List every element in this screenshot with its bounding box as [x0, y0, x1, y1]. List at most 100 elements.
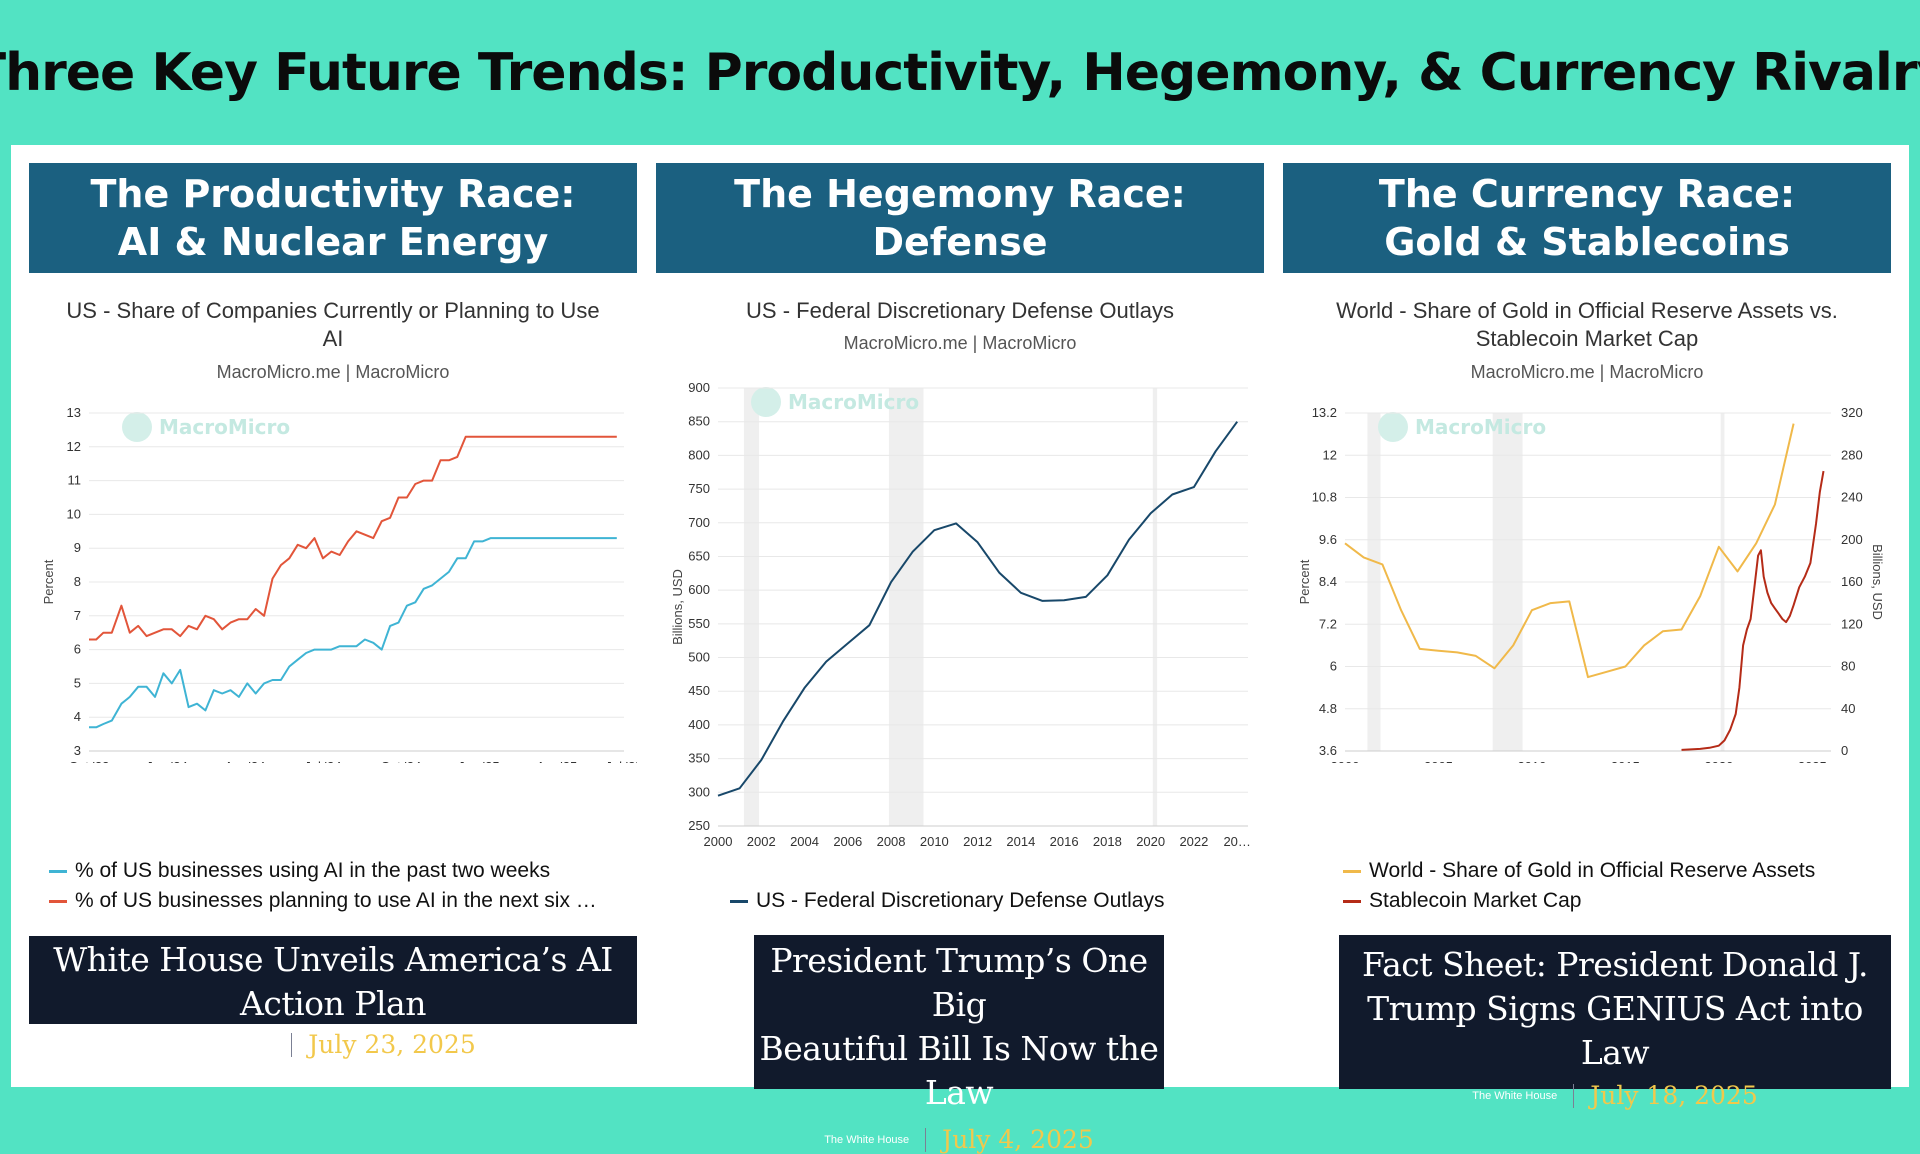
legend-label-using: % of US businesses using AI in the past …: [75, 859, 551, 882]
chart-title: US - Federal Discretionary Defense Outla…: [656, 297, 1264, 325]
y-tick-label: 450: [688, 683, 710, 698]
series-line-0: [1344, 423, 1795, 679]
y-tick-label: 6: [74, 642, 81, 657]
column-header-line1: The Currency Race:: [1378, 172, 1796, 216]
x-tick-label: Jul '25: [605, 759, 637, 763]
x-tick-label: 2020: [1704, 759, 1733, 763]
y-axis-label: Billions, USD: [670, 569, 685, 645]
watermark-text: MacroMicro: [1415, 415, 1546, 439]
banner: Three Key Future Trends: Productivity, H…: [0, 0, 1920, 145]
y-tick-label: 9: [74, 540, 81, 555]
page-title: Three Key Future Trends: Productivity, H…: [0, 42, 1920, 103]
x-tick-label: 2015: [1611, 759, 1640, 763]
x-tick-label: 2010: [920, 834, 949, 849]
news-headline: President Trump’s One Big Beautiful Bill…: [754, 935, 1164, 1115]
watermark-logo-icon: [122, 412, 152, 442]
x-tick-label: 2025: [1798, 759, 1827, 763]
y-tick-label: 500: [688, 650, 710, 665]
y-tick-label: 250: [688, 818, 710, 833]
x-tick-label: 2012: [963, 834, 992, 849]
x-tick-label: 2010: [1517, 759, 1546, 763]
series-line-0: [717, 421, 1239, 797]
x-tick-label: 2004: [790, 834, 819, 849]
y-tick-label: 900: [688, 380, 710, 395]
y-tick-label: 6: [1330, 659, 1337, 674]
column-header-line1: The Hegemony Race: Defense: [734, 172, 1186, 264]
legend-item: US - Federal Discretionary Defense Outla…: [730, 886, 1165, 916]
y-right-axis-label: Billions, USD: [1870, 544, 1885, 620]
x-tick-label: 2000: [1331, 759, 1360, 763]
y-tick-label: 650: [688, 548, 710, 563]
recession-band: [1152, 388, 1158, 826]
y-right-tick-label: 280: [1841, 447, 1863, 462]
news-headline: White House Unveils America’s AI Action …: [29, 936, 637, 1026]
chart-legend: % of US businesses using AI in the past …: [49, 856, 597, 916]
y-tick-label: 600: [688, 582, 710, 597]
series-line-0: [89, 537, 617, 729]
y-tick-label: 5: [74, 675, 81, 690]
news-headline-line1: President Trump’s One Big: [770, 941, 1148, 1024]
y-tick-label: 11: [68, 473, 82, 488]
x-tick-label: Apr '24: [225, 759, 266, 763]
x-tick-label: 2020: [1136, 834, 1165, 849]
column-header-line2: Gold & Stablecoins: [1384, 220, 1790, 264]
legend-item: % of US businesses using AI in the past …: [49, 856, 597, 886]
legend-label-stablecoin: Stablecoin Market Cap: [1369, 889, 1582, 912]
watermark-text: MacroMicro: [159, 415, 290, 439]
series-line-1: [89, 435, 617, 641]
legend-swatch-stablecoin: [1343, 899, 1361, 903]
chart-legend: World - Share of Gold in Official Reserv…: [1343, 856, 1815, 916]
y-tick-label: 10: [67, 506, 81, 521]
news-footer: The White House July 4, 2025: [754, 1125, 1164, 1154]
news-date: July 23, 2025: [308, 1030, 476, 1059]
column-header-line1: The Productivity Race:: [90, 172, 576, 216]
watermark-logo-icon: [751, 387, 781, 417]
news-headline-line1: White House Unveils America’s AI Action …: [53, 940, 613, 1023]
news-card[interactable]: Fact Sheet: President Donald J. Trump Si…: [1339, 935, 1891, 1110]
recession-band: [888, 388, 924, 826]
chart-title: US - Share of Companies Currently or Pla…: [29, 297, 637, 353]
legend-item: Stablecoin Market Cap: [1343, 886, 1815, 916]
column-hegemony: The Hegemony Race: Defense US - Federal …: [656, 163, 1264, 1154]
y-right-tick-label: 40: [1841, 701, 1855, 716]
x-tick-label: 2014: [1006, 834, 1035, 849]
column-header: The Hegemony Race: Defense: [656, 163, 1264, 273]
news-headline: Fact Sheet: President Donald J. Trump Si…: [1339, 935, 1891, 1075]
y-axis-label: Percent: [1297, 559, 1312, 604]
y-tick-label: 800: [688, 447, 710, 462]
chart-source: MacroMicro.me | MacroMicro: [843, 333, 1077, 353]
y-right-tick-label: 120: [1841, 616, 1863, 631]
legend-item: % of US businesses planning to use AI in…: [49, 886, 597, 916]
x-tick-label: Apr '25: [536, 759, 577, 763]
legend-swatch-planning: [49, 899, 67, 903]
watermark-text: MacroMicro: [788, 390, 919, 414]
chart-source: MacroMicro.me | MacroMicro: [1470, 362, 1704, 382]
y-right-tick-label: 320: [1841, 405, 1863, 420]
news-card[interactable]: President Trump’s One Big Beautiful Bill…: [754, 935, 1164, 1154]
y-tick-label: 300: [688, 784, 710, 799]
news-headline-line2: Trump Signs GENIUS Act into Law: [1367, 989, 1863, 1072]
chart-title-line1: World - Share of Gold in Official Reserv…: [1336, 298, 1838, 323]
y-tick-label: 13: [67, 405, 81, 420]
column-header-line2: AI & Nuclear Energy: [117, 220, 549, 264]
chart-title-line1: US - Federal Discretionary Defense Outla…: [746, 298, 1174, 323]
x-tick-label: 2018: [1093, 834, 1122, 849]
y-axis-label: Percent: [41, 559, 56, 604]
y-tick-label: 8.4: [1319, 574, 1337, 589]
news-card[interactable]: White House Unveils America’s AI Action …: [29, 936, 637, 1059]
y-tick-label: 700: [688, 515, 710, 530]
news-source: The White House: [824, 1127, 927, 1152]
y-tick-label: 7.2: [1319, 616, 1337, 631]
x-tick-label: 2022: [1179, 834, 1208, 849]
series-line-1: [1681, 470, 1825, 751]
news-footer: The White House July 23, 2025: [29, 1030, 637, 1059]
news-date: July 18, 2025: [1590, 1081, 1758, 1110]
news-date: July 4, 2025: [942, 1125, 1094, 1154]
x-tick-label: Jan '24: [146, 759, 188, 763]
content-panel: The Productivity Race: AI & Nuclear Ener…: [11, 145, 1909, 1154]
chart-gold-stablecoin: MacroMicro 3.6 4.8 6 7.2 8.4 9.6 10.8 12 13.2 0 40 8…: [1297, 405, 1885, 763]
x-tick-label: Oct '23: [69, 759, 110, 763]
news-source: The White House: [1472, 1083, 1575, 1108]
x-tick-label: 2006: [833, 834, 862, 849]
news-footer: The White House July 18, 2025: [1339, 1081, 1891, 1110]
